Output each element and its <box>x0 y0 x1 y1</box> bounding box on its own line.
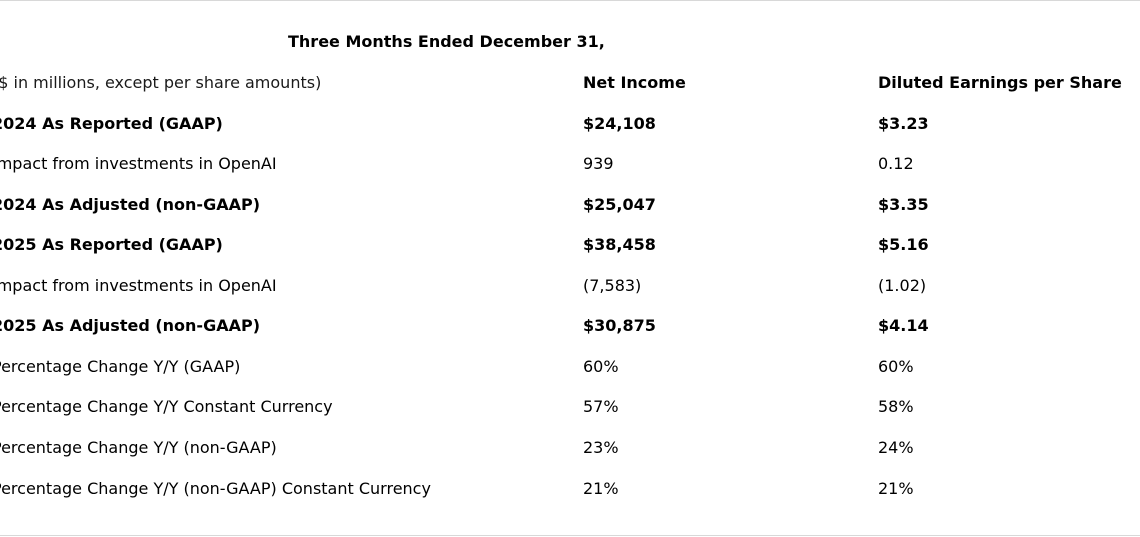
row-label: 2025 As Reported (GAAP) <box>0 235 223 254</box>
row-label: Percentage Change Y/Y Constant Currency <box>0 397 333 416</box>
row-net-income: $24,108 <box>583 114 656 133</box>
table-row: Percentage Change Y/Y (GAAP) 60% 60% <box>0 355 1140 379</box>
table-row: 2024 As Reported (GAAP) $24,108 $3.23 <box>0 112 1140 136</box>
row-net-income: $38,458 <box>583 235 656 254</box>
row-net-income: (7,583) <box>583 276 642 295</box>
row-net-income: $25,047 <box>583 195 656 214</box>
table-row: Impact from investments in OpenAI 939 0.… <box>0 152 1140 176</box>
row-net-income: 939 <box>583 154 614 173</box>
row-diluted-eps: 24% <box>878 438 914 457</box>
row-net-income: $30,875 <box>583 316 656 335</box>
header-label: ($ in millions, except per share amounts… <box>0 73 322 92</box>
table-row: Percentage Change Y/Y Constant Currency … <box>0 395 1140 419</box>
top-divider <box>0 0 1140 1</box>
table-header-row: ($ in millions, except per share amounts… <box>0 71 1140 95</box>
table-caption: Three Months Ended December 31, <box>288 32 605 51</box>
row-label: Percentage Change Y/Y (GAAP) <box>0 357 241 376</box>
row-diluted-eps: 21% <box>878 479 914 498</box>
header-net-income: Net Income <box>583 73 686 92</box>
table-row: Impact from investments in OpenAI (7,583… <box>0 274 1140 298</box>
row-label: 2024 As Reported (GAAP) <box>0 114 223 133</box>
row-diluted-eps: 60% <box>878 357 914 376</box>
row-label: Percentage Change Y/Y (non-GAAP) Constan… <box>0 479 431 498</box>
row-label: Percentage Change Y/Y (non-GAAP) <box>0 438 277 457</box>
table-row: 2025 As Adjusted (non-GAAP) $30,875 $4.1… <box>0 314 1140 338</box>
row-diluted-eps: (1.02) <box>878 276 927 295</box>
row-diluted-eps: $3.23 <box>878 114 929 133</box>
row-label: Impact from investments in OpenAI <box>0 154 277 173</box>
row-label: 2024 As Adjusted (non-GAAP) <box>0 195 260 214</box>
row-label: Impact from investments in OpenAI <box>0 276 277 295</box>
row-diluted-eps: 0.12 <box>878 154 914 173</box>
table-row: 2024 As Adjusted (non-GAAP) $25,047 $3.3… <box>0 193 1140 217</box>
bottom-divider <box>0 535 1140 536</box>
row-diluted-eps: $3.35 <box>878 195 929 214</box>
row-diluted-eps: 58% <box>878 397 914 416</box>
row-net-income: 57% <box>583 397 619 416</box>
row-diluted-eps: $5.16 <box>878 235 929 254</box>
row-net-income: 21% <box>583 479 619 498</box>
table-row: Percentage Change Y/Y (non-GAAP) Constan… <box>0 477 1140 501</box>
row-net-income: 60% <box>583 357 619 376</box>
row-diluted-eps: $4.14 <box>878 316 929 335</box>
table-row: 2025 As Reported (GAAP) $38,458 $5.16 <box>0 233 1140 257</box>
row-net-income: 23% <box>583 438 619 457</box>
header-diluted-eps: Diluted Earnings per Share <box>878 73 1122 92</box>
table-row: Percentage Change Y/Y (non-GAAP) 23% 24% <box>0 436 1140 460</box>
row-label: 2025 As Adjusted (non-GAAP) <box>0 316 260 335</box>
